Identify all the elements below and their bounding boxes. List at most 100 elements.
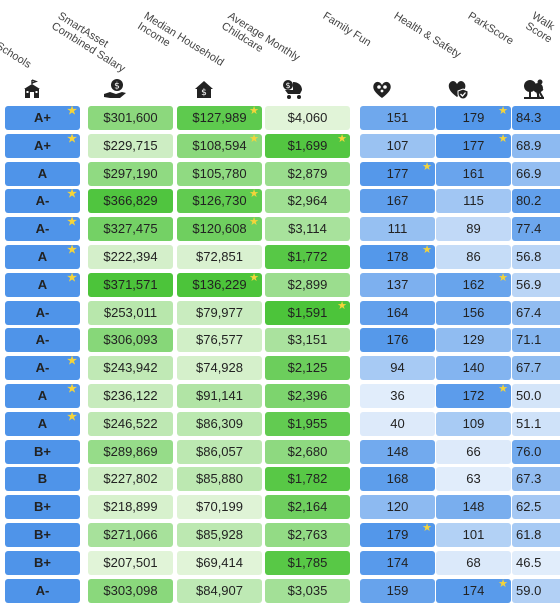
header-fun: Family Fun xyxy=(321,10,373,49)
cell-schools-8-value: A- xyxy=(36,332,50,347)
star-icon: ★ xyxy=(67,356,77,368)
cell-fun-9-value: 94 xyxy=(390,360,404,375)
star-icon: ★ xyxy=(249,189,259,201)
cell-health-2-value: 161 xyxy=(463,166,485,181)
cell-health-9-value: 140 xyxy=(463,360,485,375)
cell-childcare-7: $1,591 ★ xyxy=(265,301,350,325)
cell-parks-15-value: 61.8 xyxy=(516,527,541,542)
cell-schools-9-value: A- xyxy=(36,360,50,375)
cell-parks-12: 76.0 xyxy=(512,440,560,464)
cell-schools-11: A ★ xyxy=(5,412,80,436)
cell-fun-13: 168 xyxy=(360,467,435,491)
cell-fun-16: 174 xyxy=(360,551,435,575)
cell-schools-3: A- ★ xyxy=(5,189,80,213)
cell-health-14-value: 148 xyxy=(463,499,485,514)
cell-fun-4: 111 xyxy=(360,217,435,241)
star-icon: ★ xyxy=(249,134,259,146)
cell-childcare-4: $3,114 xyxy=(265,217,350,241)
cell-childcare-9-value: $2,125 xyxy=(288,360,328,375)
cell-schools-12: B+ xyxy=(5,440,80,464)
cell-childcare-10-value: $2,396 xyxy=(288,388,328,403)
cell-schools-14: B+ xyxy=(5,495,80,519)
cell-health-10: 172 ★ xyxy=(436,384,511,408)
cell-fun-10: 36 xyxy=(360,384,435,408)
star-icon: ★ xyxy=(67,384,77,396)
star-icon: ★ xyxy=(67,273,77,285)
cell-parks-16: 46.5 xyxy=(512,551,560,575)
cell-childcare-8: $3,151 xyxy=(265,328,350,352)
star-icon: ★ xyxy=(498,106,508,118)
cell-salary-2-value: $297,190 xyxy=(103,166,157,181)
cell-income-7: $79,977 xyxy=(177,301,262,325)
cell-health-12-value: 66 xyxy=(466,444,480,459)
cell-salary-4: $327,475 xyxy=(88,217,173,241)
svg-text:$: $ xyxy=(114,82,120,92)
cell-income-5-value: $72,851 xyxy=(196,249,243,264)
cell-childcare-14: $2,164 xyxy=(265,495,350,519)
cell-childcare-6: $2,899 xyxy=(265,273,350,297)
money-hand-icon: $ xyxy=(100,76,130,102)
cell-parks-9: 67.7 xyxy=(512,356,560,380)
cell-schools-4: A- ★ xyxy=(5,217,80,241)
cell-childcare-2: $2,879 xyxy=(265,162,350,186)
cell-health-3-value: 115 xyxy=(463,193,484,208)
star-icon: ★ xyxy=(67,134,77,146)
cell-salary-9: $243,942 xyxy=(88,356,173,380)
cell-health-11: 109 xyxy=(436,412,511,436)
cell-schools-10: A ★ xyxy=(5,384,80,408)
star-icon: ★ xyxy=(337,134,347,146)
cell-childcare-15: $2,763 xyxy=(265,523,350,547)
cell-health-2: 161 xyxy=(436,162,511,186)
cell-income-15: $85,928 xyxy=(177,523,262,547)
walk-icon xyxy=(525,76,555,102)
cell-salary-7-value: $253,011 xyxy=(104,305,157,320)
cell-fun-0-value: 151 xyxy=(387,110,409,125)
family-icon xyxy=(367,76,397,102)
cell-schools-17: A- xyxy=(5,579,80,603)
cell-health-1-value: 177 xyxy=(463,138,485,153)
cell-fun-5: 178 ★ xyxy=(360,245,435,269)
cell-income-12: $86,057 xyxy=(177,440,262,464)
cell-health-17-value: 174 xyxy=(463,583,485,598)
star-icon: ★ xyxy=(249,106,259,118)
cell-salary-13-value: $227,802 xyxy=(103,471,157,486)
cell-parks-4-value: 77.4 xyxy=(516,221,541,236)
header-childcare: Average Monthly Childcare xyxy=(219,10,302,74)
cell-schools-2: A xyxy=(5,162,80,186)
cell-fun-9: 94 xyxy=(360,356,435,380)
cell-fun-15-value: 179 xyxy=(387,527,409,542)
cell-childcare-14-value: $2,164 xyxy=(288,499,328,514)
header-parks-line-0: ParkScore xyxy=(466,10,516,47)
cell-income-1: $108,594 ★ xyxy=(177,134,262,158)
cell-health-12: 66 xyxy=(436,440,511,464)
cell-salary-10: $236,122 xyxy=(88,384,173,408)
star-icon: ★ xyxy=(422,245,432,257)
cell-income-6-value: $136,229 xyxy=(192,277,246,292)
cell-salary-16-value: $207,501 xyxy=(103,555,157,570)
cell-parks-6: 56.9 xyxy=(512,273,560,297)
cell-parks-0: 84.3 xyxy=(512,106,560,130)
cell-childcare-15-value: $2,763 xyxy=(288,527,328,542)
star-icon: ★ xyxy=(498,579,508,591)
header-schools-line-0: Schools xyxy=(0,40,33,71)
cell-income-11-value: $86,309 xyxy=(196,416,243,431)
cell-schools-3-value: A- xyxy=(36,193,50,208)
cell-childcare-17: $3,035 xyxy=(265,579,350,603)
star-icon: ★ xyxy=(249,273,259,285)
school-icon xyxy=(17,76,47,102)
cell-income-14-value: $70,199 xyxy=(196,499,243,514)
cell-parks-7-value: 67.4 xyxy=(516,305,541,320)
cell-fun-10-value: 36 xyxy=(390,388,404,403)
cell-health-0: 179 ★ xyxy=(436,106,511,130)
cell-income-0-value: $127,989 xyxy=(192,110,246,125)
cell-health-6: 162 ★ xyxy=(436,273,511,297)
cell-health-7: 156 xyxy=(436,301,511,325)
cell-health-8-value: 129 xyxy=(463,332,485,347)
star-icon: ★ xyxy=(67,217,77,229)
cell-income-11: $86,309 xyxy=(177,412,262,436)
cell-salary-0-value: $301,600 xyxy=(103,110,157,125)
cell-salary-1: $229,715 xyxy=(88,134,173,158)
cell-salary-8-value: $306,093 xyxy=(103,332,157,347)
cell-childcare-16-value: $1,785 xyxy=(288,555,328,570)
cell-health-3: 115 xyxy=(436,189,511,213)
